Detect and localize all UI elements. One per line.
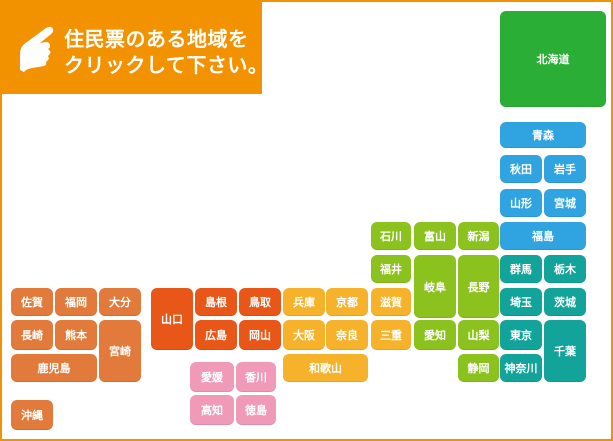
- prefecture-okayama[interactable]: 岡山: [239, 320, 281, 350]
- prefecture-kumamoto[interactable]: 熊本: [55, 320, 97, 350]
- prefecture-hokkaido[interactable]: 北海道: [500, 11, 606, 107]
- prefecture-tottori[interactable]: 鳥取: [239, 288, 281, 316]
- prefecture-nagano[interactable]: 長野: [458, 255, 499, 318]
- prefecture-kanagawa[interactable]: 神奈川: [500, 354, 542, 382]
- prefecture-niigata[interactable]: 新潟: [458, 222, 499, 250]
- prefecture-shiga[interactable]: 滋賀: [371, 288, 411, 316]
- prefecture-ibaraki[interactable]: 茨城: [544, 288, 586, 316]
- prefecture-toyama[interactable]: 富山: [414, 222, 456, 250]
- prefecture-osaka[interactable]: 大阪: [283, 320, 325, 350]
- prefecture-shizuoka[interactable]: 静岡: [458, 354, 499, 382]
- prefecture-chiba[interactable]: 千葉: [544, 320, 586, 382]
- prefecture-hyogo[interactable]: 兵庫: [283, 288, 325, 316]
- prefecture-fukuoka[interactable]: 福岡: [55, 288, 97, 316]
- prefecture-fukushima[interactable]: 福島: [500, 222, 586, 250]
- prefecture-saitama[interactable]: 埼玉: [500, 288, 542, 316]
- prefecture-yamagata[interactable]: 山形: [500, 189, 542, 217]
- prefecture-ehime[interactable]: 愛媛: [190, 362, 234, 392]
- prefecture-iwate[interactable]: 岩手: [544, 155, 586, 183]
- pointing-hand-icon: [16, 20, 56, 76]
- prefecture-nara[interactable]: 奈良: [326, 320, 368, 350]
- prefecture-fukui[interactable]: 福井: [371, 255, 411, 283]
- prefecture-wakayama[interactable]: 和歌山: [283, 354, 368, 382]
- prefecture-tochigi[interactable]: 栃木: [544, 255, 586, 283]
- prefecture-gunma[interactable]: 群馬: [500, 255, 542, 283]
- instruction-line-1: 住民票のある地域を: [64, 27, 249, 51]
- prefecture-aomori[interactable]: 青森: [500, 122, 586, 148]
- prefecture-mie[interactable]: 三重: [371, 320, 411, 350]
- prefecture-tokyo[interactable]: 東京: [500, 320, 542, 350]
- instruction-banner: 住民票のある地域を クリックして下さい。: [2, 2, 268, 94]
- prefecture-shimane[interactable]: 島根: [195, 288, 237, 316]
- prefecture-oita[interactable]: 大分: [99, 288, 141, 316]
- prefecture-kagawa[interactable]: 香川: [236, 362, 276, 392]
- prefecture-kochi[interactable]: 高知: [190, 395, 234, 425]
- prefecture-gifu[interactable]: 岐阜: [414, 255, 456, 318]
- prefecture-nagasaki[interactable]: 長崎: [11, 320, 53, 350]
- prefecture-aichi[interactable]: 愛知: [414, 320, 456, 350]
- prefecture-saga[interactable]: 佐賀: [11, 288, 53, 316]
- instruction-line-2: クリックして下さい。: [64, 53, 269, 77]
- prefecture-miyagi[interactable]: 宮城: [544, 189, 586, 217]
- prefecture-hiroshima[interactable]: 広島: [195, 320, 237, 350]
- prefecture-yamanashi[interactable]: 山梨: [458, 320, 499, 350]
- prefecture-kagoshima[interactable]: 鹿児島: [11, 354, 97, 382]
- prefecture-okinawa[interactable]: 沖縄: [11, 400, 53, 430]
- prefecture-akita[interactable]: 秋田: [500, 155, 542, 183]
- prefecture-ishikawa[interactable]: 石川: [371, 222, 411, 250]
- prefecture-tokushima[interactable]: 徳島: [236, 395, 276, 425]
- prefecture-kyoto[interactable]: 京都: [326, 288, 368, 316]
- prefecture-miyazaki[interactable]: 宮崎: [99, 320, 141, 382]
- prefecture-yamaguchi[interactable]: 山口: [151, 288, 193, 350]
